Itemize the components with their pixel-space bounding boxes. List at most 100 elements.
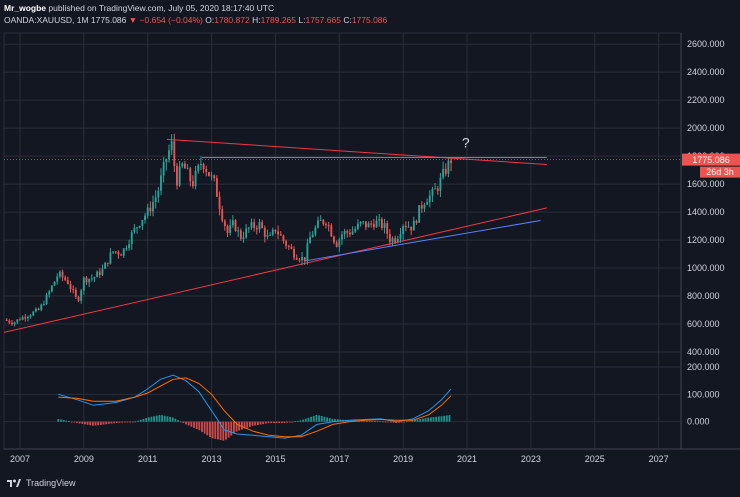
candle-body: [431, 189, 434, 196]
macd-histogram-bar: [286, 421, 289, 423]
question-annotation: ?: [462, 135, 470, 151]
candle-body: [245, 228, 248, 238]
macd-histogram-bar: [201, 421, 203, 432]
macd-histogram-bar: [440, 416, 443, 422]
candle-body: [375, 220, 378, 228]
macd-histogram-bar: [312, 415, 315, 422]
c-value: 1775.086: [351, 15, 388, 25]
macd-histogram-bar: [326, 417, 328, 422]
candle-body: [349, 232, 351, 235]
macd-histogram-bar: [129, 421, 132, 423]
candle-body: [298, 259, 301, 261]
candle-body: [293, 248, 295, 258]
macd-histogram-bar: [403, 421, 406, 423]
candle-body: [394, 238, 397, 242]
candle-body: [407, 226, 410, 228]
candle-body: [117, 251, 120, 255]
macd-histogram-bar: [294, 421, 297, 423]
candle-body: [154, 197, 157, 203]
candle-body: [359, 221, 362, 224]
candle-body: [325, 223, 327, 226]
price-tag: 1775.086: [692, 155, 730, 165]
macd-histogram-bar: [147, 417, 150, 422]
candle-body: [436, 188, 439, 191]
macd-histogram-bar: [280, 421, 283, 424]
candle-body: [314, 227, 317, 235]
macd-histogram-bar: [427, 417, 430, 422]
macd-histogram-bar: [291, 421, 294, 423]
macd-histogram-bar: [113, 421, 116, 424]
candle-body: [162, 162, 165, 176]
candle-body: [56, 276, 59, 282]
candle-body: [333, 236, 335, 243]
macd-histogram-bar: [419, 419, 422, 422]
candle-body: [29, 315, 32, 317]
macd-histogram-bar: [424, 418, 427, 422]
author[interactable]: Mr_wogbe: [4, 3, 47, 13]
candle-body: [279, 234, 282, 236]
macd-histogram-bar: [264, 421, 267, 424]
candle-body: [442, 168, 445, 178]
candle-body: [120, 254, 123, 256]
macd-histogram-bar: [60, 419, 62, 422]
candle-body: [202, 164, 205, 170]
candles: [5, 133, 453, 327]
candle-body: [370, 223, 373, 225]
macd-histogram-bar: [97, 421, 100, 426]
candle-body: [5, 319, 8, 321]
candle-body: [170, 141, 173, 151]
macd-histogram-bar: [411, 420, 414, 422]
candle-body: [197, 165, 200, 171]
x-tick-label: 2009: [74, 454, 94, 464]
macd-tick-label: 200.000: [687, 362, 720, 372]
candle-body: [61, 271, 64, 278]
candle-body: [346, 231, 349, 233]
x-tick-label: 2011: [138, 454, 157, 464]
down-arrow-icon: ▼: [128, 15, 138, 25]
grid: [3, 32, 740, 450]
candle-body: [66, 280, 69, 284]
x-tick-label: 2007: [10, 454, 30, 464]
macd-histogram-bar: [270, 421, 273, 424]
macd-histogram-bar: [360, 420, 363, 422]
candle-body: [74, 289, 77, 297]
footer-brand[interactable]: TradingView: [26, 478, 76, 488]
candle-body: [77, 296, 80, 301]
candle-body: [415, 220, 418, 223]
macd-histogram-bar: [296, 420, 299, 422]
macd-histogram-bar: [251, 421, 254, 426]
candle-body: [215, 178, 218, 197]
chart-header: Mr_wogbe published on TradingView.com, J…: [4, 2, 387, 26]
macd-histogram-bar: [185, 421, 187, 425]
candle-body: [122, 248, 125, 256]
macd-histogram-bar: [256, 421, 259, 425]
candle-body: [237, 230, 240, 232]
macd-histogram-bar: [177, 420, 179, 422]
macd-histogram-bar: [408, 420, 411, 422]
macd-histogram-bar: [57, 418, 60, 422]
trend-line-blue: [304, 219, 541, 262]
macd-histogram-bar: [222, 421, 225, 441]
candle-body: [133, 228, 136, 233]
macd-histogram-bar: [318, 415, 321, 422]
symbol[interactable]: OANDA:XAUUSD, 1M: [4, 15, 89, 25]
macd-histogram-bar: [62, 420, 65, 422]
candle-body: [194, 170, 197, 187]
macd-histogram-bar: [198, 421, 201, 431]
candle-body: [396, 238, 399, 242]
macd-histogram-bar: [73, 421, 76, 423]
macd-histogram-bar: [137, 420, 140, 422]
macd-histogram-bar: [227, 421, 230, 438]
macd-histogram-bar: [395, 421, 398, 423]
macd-histogram-bar: [161, 415, 164, 422]
candle-body: [45, 294, 48, 305]
macd-histogram-bar: [166, 416, 169, 422]
candle-body: [96, 271, 99, 278]
candle-body: [410, 226, 413, 231]
macd-histogram-bar: [91, 421, 94, 426]
macd-histogram-bar: [259, 421, 262, 425]
x-tick-label: 2019: [393, 454, 413, 464]
candle-body: [269, 234, 272, 236]
candle-body: [303, 256, 306, 261]
candle-body: [418, 205, 421, 223]
